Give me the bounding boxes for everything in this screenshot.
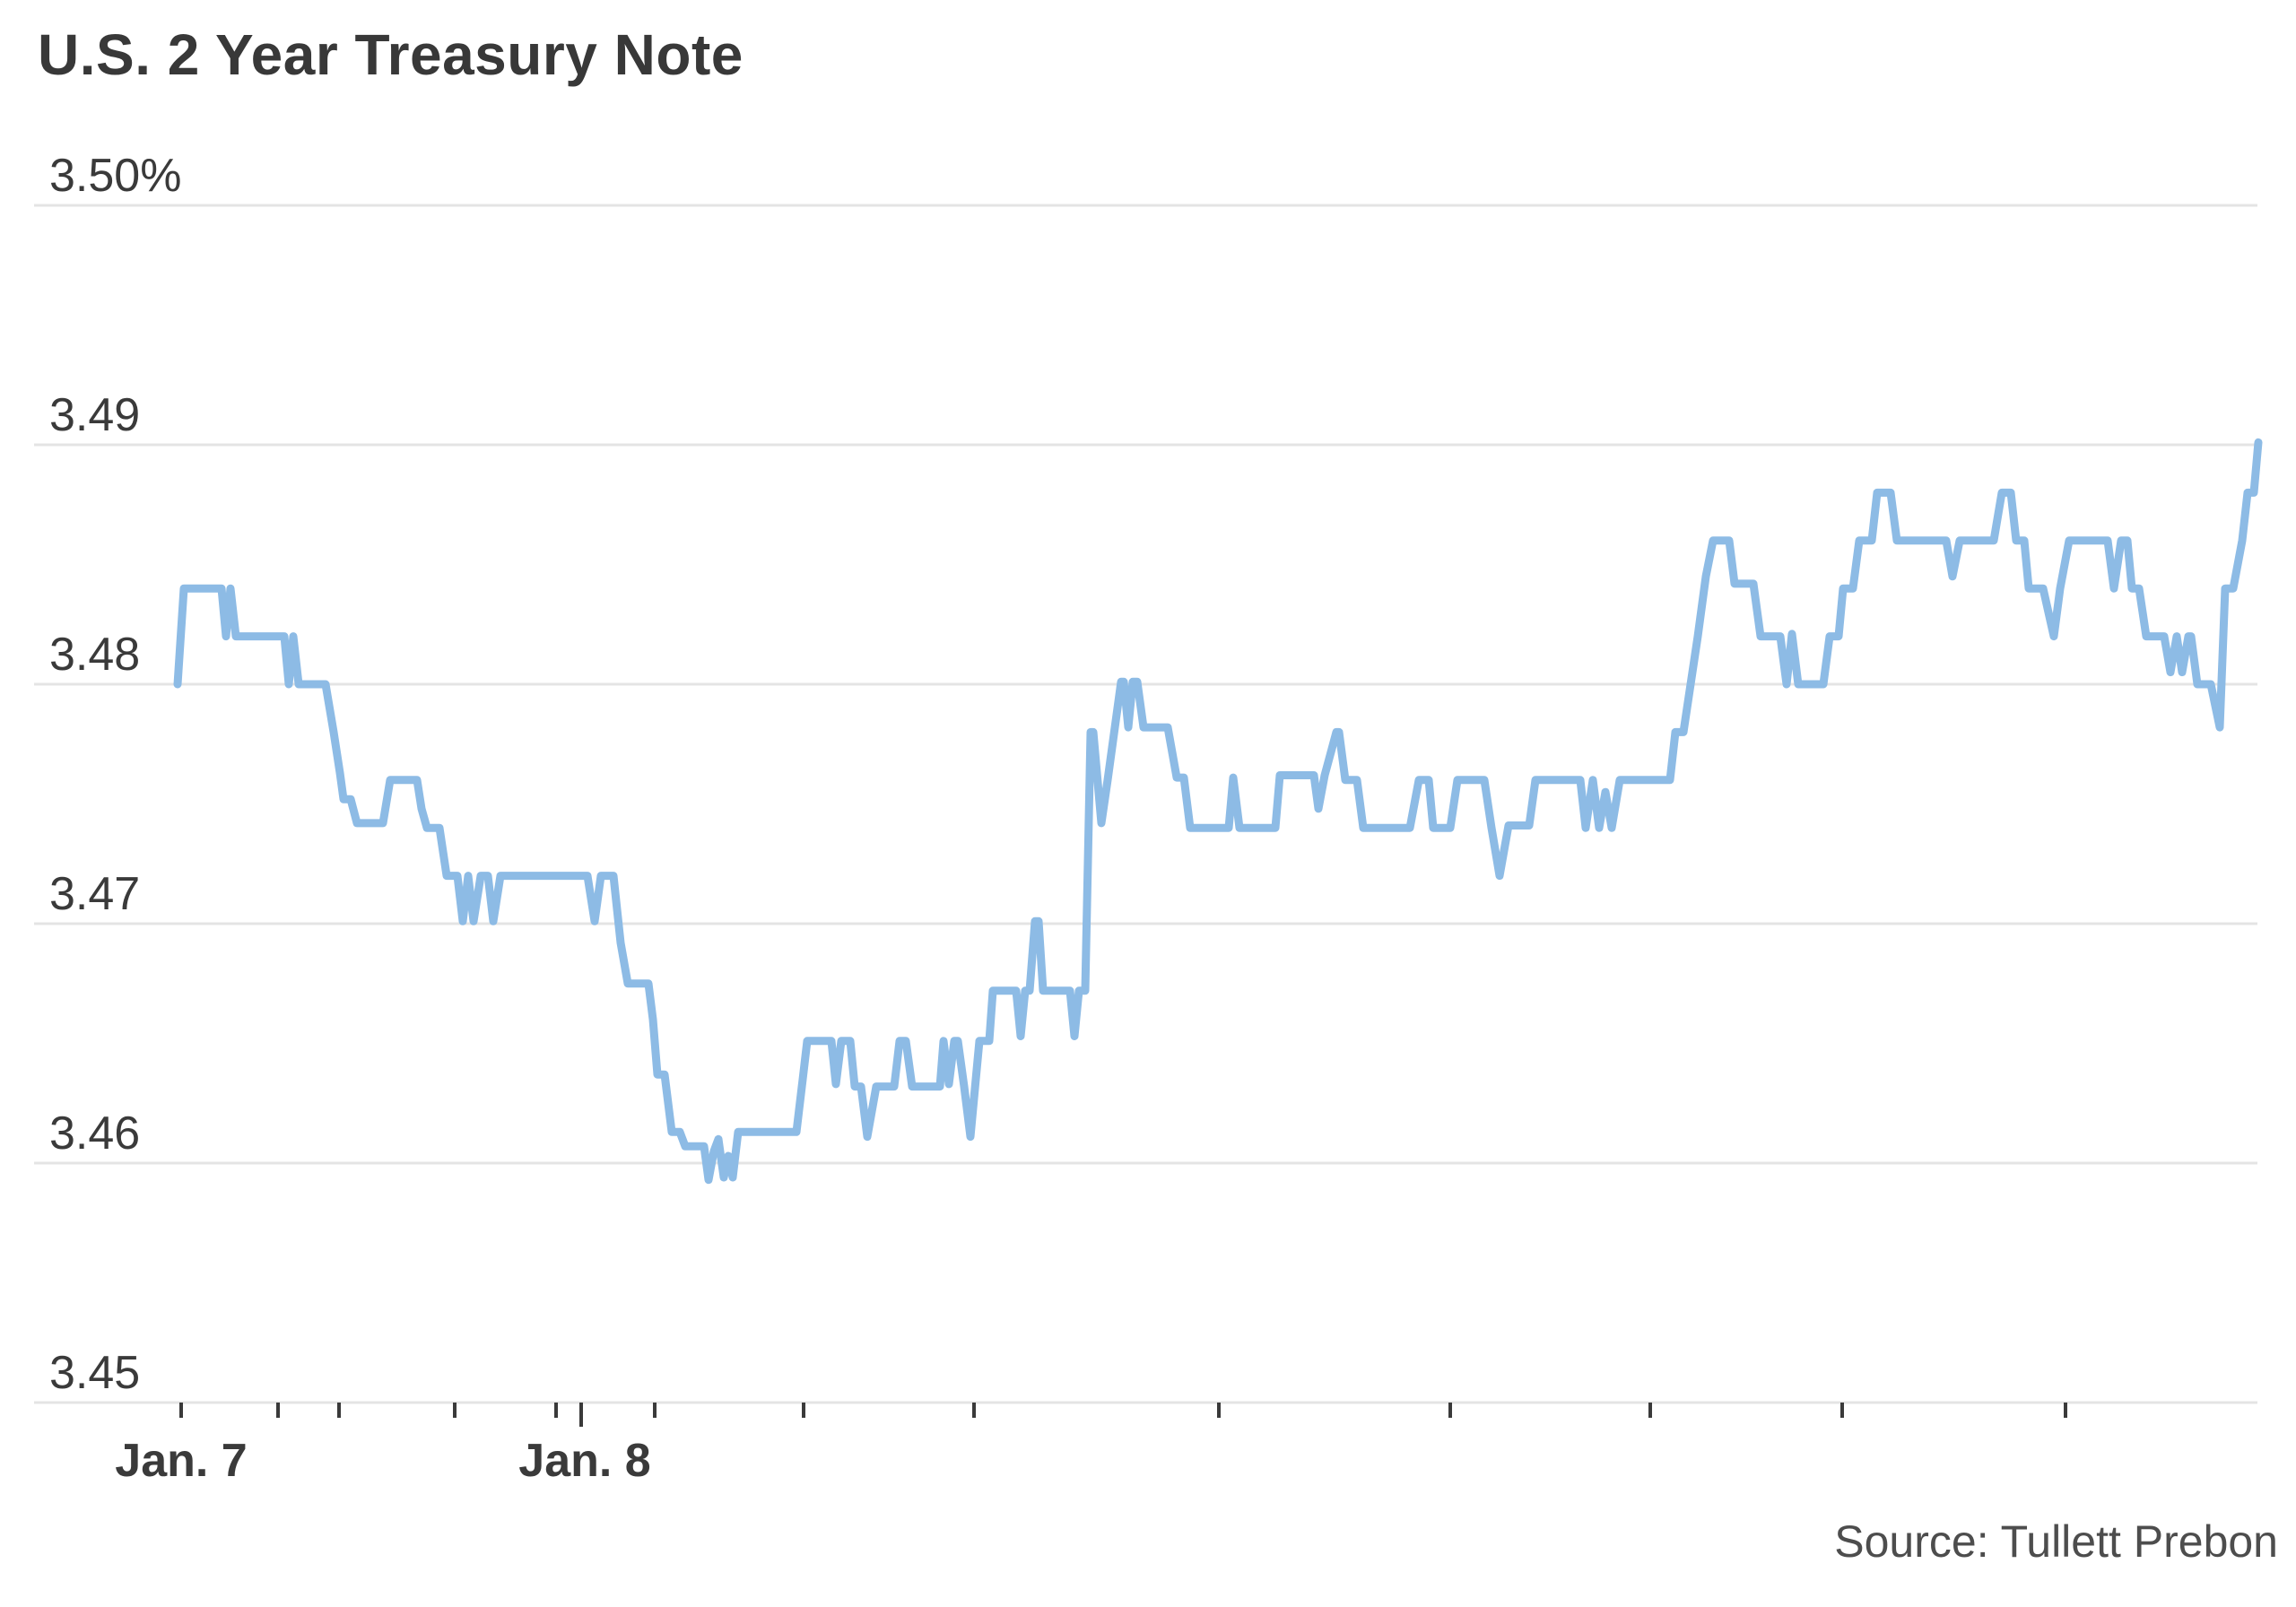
- source-attribution: Source: Tullett Prebon: [1834, 1516, 2278, 1567]
- y-axis-label: 3.47: [49, 868, 140, 920]
- y-axis-label: 3.46: [49, 1108, 140, 1160]
- chart-title: U.S. 2 Year Treasury Note: [38, 22, 744, 87]
- yield-line: [173, 438, 2263, 1185]
- y-axis-label: 3.48: [49, 629, 140, 681]
- x-axis-label: Jan. 8: [518, 1435, 650, 1487]
- y-axis-label: 3.45: [49, 1347, 140, 1399]
- y-axis-label: 3.50%: [49, 150, 181, 202]
- x-axis-label: Jan. 7: [115, 1435, 247, 1487]
- y-axis-label: 3.49: [49, 389, 140, 441]
